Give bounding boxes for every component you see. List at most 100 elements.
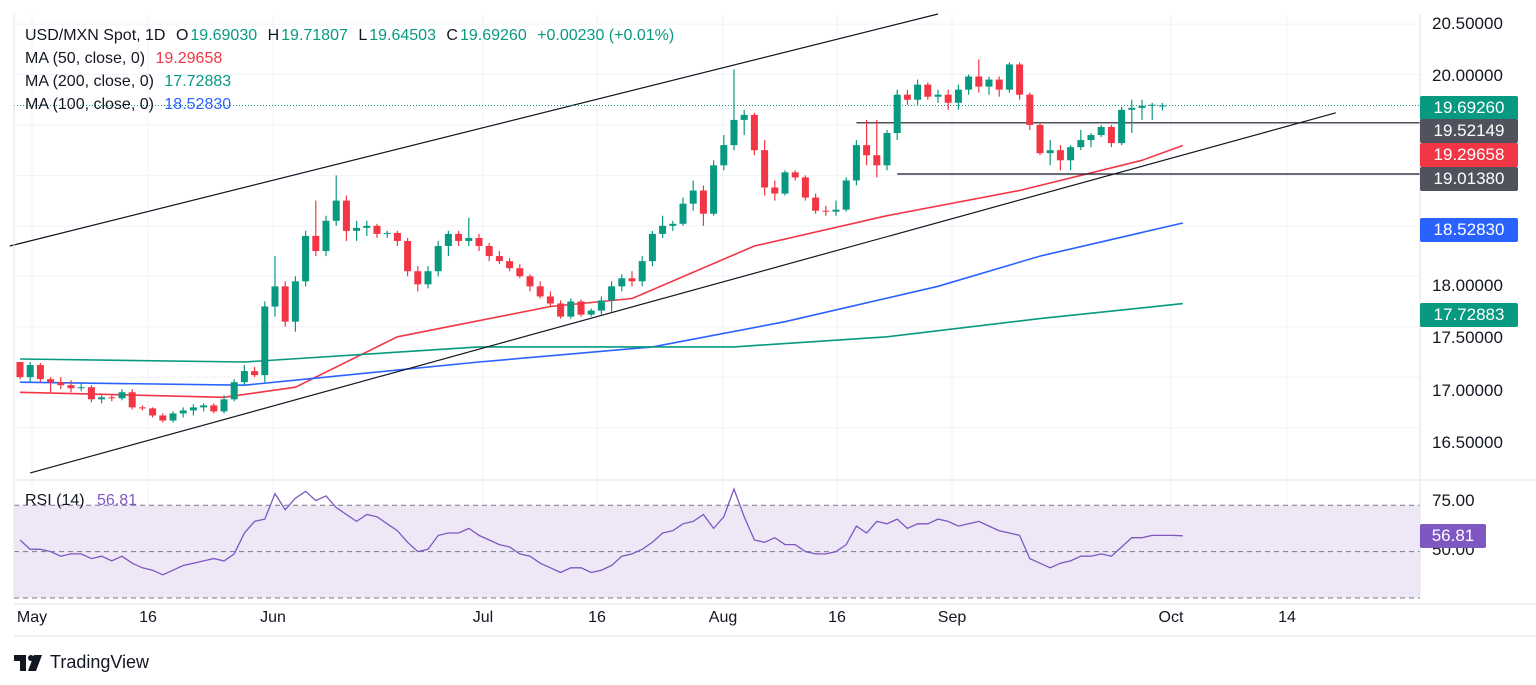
candle-body xyxy=(1087,135,1095,141)
brand-name: TradingView xyxy=(50,652,150,672)
candle-body xyxy=(720,145,728,166)
candle-body xyxy=(67,385,75,389)
candle-body xyxy=(1026,94,1034,125)
price-axis-label: 17.50000 xyxy=(1432,328,1503,347)
candle-body xyxy=(16,362,24,378)
date-label: Jul xyxy=(472,609,494,626)
candle-body xyxy=(618,278,626,287)
resistance-tag: 19.52149 xyxy=(1420,119,1518,143)
candle-body xyxy=(200,405,208,408)
ma100-value: 18.52830 xyxy=(164,96,232,113)
symbol-label[interactable]: USD/MXN Spot, 1D xyxy=(25,27,166,44)
candle-body xyxy=(965,76,973,90)
candle-body xyxy=(291,281,299,322)
rsi-legend[interactable]: RSI (14) 56.81 xyxy=(25,491,139,511)
candle-body xyxy=(149,408,157,416)
candle-body xyxy=(557,303,565,317)
rsi-value: 56.81 xyxy=(97,492,138,509)
rsi-axis-label: 75.00 xyxy=(1432,491,1475,510)
tradingview-icon xyxy=(14,654,42,671)
candle-body xyxy=(1158,105,1166,107)
candle-body xyxy=(424,271,432,285)
candle-body xyxy=(516,268,524,277)
candle-body xyxy=(36,365,44,380)
low-value: 19.64503 xyxy=(369,27,436,44)
candle-body xyxy=(98,397,106,400)
candle-body xyxy=(761,150,769,188)
candle-body xyxy=(893,94,901,134)
candle-body xyxy=(597,300,605,311)
ma200-value: 17.72883 xyxy=(164,73,232,90)
price-axis-label: 16.50000 xyxy=(1432,433,1503,452)
candle-body xyxy=(455,233,463,241)
candle-body xyxy=(710,165,718,214)
upper-channel-line xyxy=(9,13,939,247)
close-value: 19.69260 xyxy=(459,27,527,44)
candle-body xyxy=(750,114,758,151)
candle-body xyxy=(995,79,1003,90)
candle-body xyxy=(271,286,279,307)
candle-body xyxy=(914,84,922,100)
candle-body xyxy=(536,286,544,297)
candle-body xyxy=(863,145,871,156)
candle-body xyxy=(138,407,146,409)
ma200-legend[interactable]: MA (200, close, 0) 17.72883 xyxy=(25,72,233,92)
candle-body xyxy=(771,187,779,194)
candle-body xyxy=(240,371,248,383)
ma-50-line xyxy=(19,144,1184,399)
rsi-label: RSI (14) xyxy=(25,492,85,509)
candle-body xyxy=(1046,150,1054,154)
indicator-lines xyxy=(9,13,1438,474)
candle-body xyxy=(189,407,197,411)
candle-body xyxy=(1138,105,1146,108)
candle-body xyxy=(506,261,514,269)
candle-body xyxy=(281,286,289,322)
lower-trend-line xyxy=(30,112,1336,474)
candle-body xyxy=(77,387,85,389)
candle-body xyxy=(393,232,401,241)
tradingview-logo[interactable]: TradingView xyxy=(14,652,149,673)
date-label: Oct xyxy=(1158,609,1184,626)
candle-body xyxy=(128,392,136,408)
candle-body xyxy=(159,415,167,421)
date-label: Aug xyxy=(708,609,738,626)
candle-body xyxy=(944,94,952,103)
candle-body xyxy=(679,203,687,224)
ma50-legend[interactable]: MA (50, close, 0) 19.29658 xyxy=(25,49,224,69)
candle-body xyxy=(383,232,391,234)
candle-body xyxy=(1005,64,1013,90)
low-label: L xyxy=(358,27,368,44)
candles xyxy=(16,59,1166,423)
candle-body xyxy=(526,276,534,287)
candle-body xyxy=(26,365,34,378)
candle-body xyxy=(475,237,483,246)
candle-body xyxy=(924,84,932,97)
candle-body xyxy=(648,233,656,262)
candle-body xyxy=(251,371,259,376)
candle-body xyxy=(404,240,412,272)
date-label: May xyxy=(16,609,48,626)
candle-body xyxy=(220,399,228,412)
candle-body xyxy=(608,286,616,301)
candle-body xyxy=(883,133,891,166)
ma100-legend[interactable]: MA (100, close, 0) 18.52830 xyxy=(25,95,233,115)
ma100-label: MA (100, close, 0) xyxy=(25,96,154,113)
candle-body xyxy=(261,306,269,376)
price-axis-label: 20.50000 xyxy=(1432,14,1503,33)
candle-body xyxy=(954,89,962,103)
support-tag: 19.01380 xyxy=(1420,167,1518,191)
candle-body xyxy=(179,410,187,414)
candle-body xyxy=(353,227,361,231)
candle-body xyxy=(832,209,840,212)
candle-body xyxy=(312,235,320,252)
candle-body xyxy=(1077,140,1085,148)
candle-body xyxy=(975,76,983,87)
candle-body xyxy=(1107,126,1115,144)
candle-body xyxy=(230,382,238,400)
candle-body xyxy=(1148,104,1156,106)
date-label: Jun xyxy=(260,609,286,626)
candle-body xyxy=(57,382,65,386)
candle-body xyxy=(1118,109,1126,144)
candle-body xyxy=(485,246,493,257)
